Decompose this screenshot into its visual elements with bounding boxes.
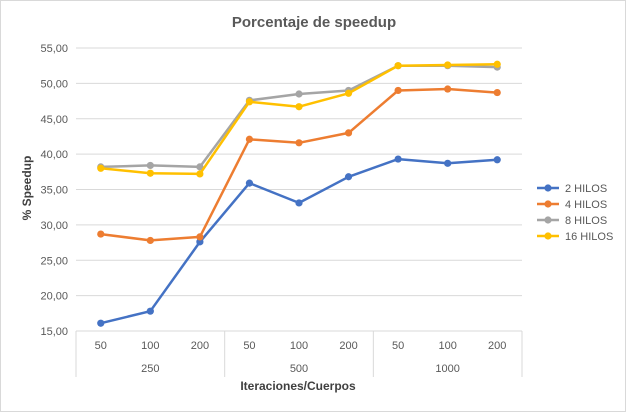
- data-point-16-hilos: [493, 60, 501, 68]
- data-point-4-hilos: [444, 85, 452, 93]
- x-group-label: 500: [290, 363, 308, 375]
- data-point-8-hilos: [196, 163, 204, 171]
- y-tick-label: 50,00: [40, 78, 68, 90]
- y-tick-label: 55,00: [40, 43, 68, 55]
- legend[interactable]: 2 HILOS 4 HILOS 8 HILOS 16 HILOS: [537, 183, 613, 243]
- x-tick-label: 100: [141, 340, 159, 352]
- data-point-2-hilos: [493, 156, 501, 164]
- data-point-4-hilos: [295, 139, 303, 147]
- data-point-2-hilos: [295, 199, 303, 207]
- legend-label: 16 HILOS: [565, 231, 613, 243]
- data-point-4-hilos: [245, 135, 254, 143]
- x-group-label: 250: [141, 363, 159, 375]
- data-point-16-hilos: [444, 61, 452, 69]
- data-point-4-hilos: [97, 230, 105, 238]
- legend-marker: [544, 184, 552, 192]
- chart-title: Porcentaje de speedup: [232, 14, 396, 31]
- data-point-2-hilos: [146, 307, 154, 315]
- y-axis-title: % Speedup: [20, 156, 34, 221]
- series-16-hilos: [97, 60, 501, 178]
- data-point-4-hilos: [196, 233, 204, 241]
- legend-item-4-hilos[interactable]: 4 HILOS: [537, 199, 607, 211]
- legend-label: 8 HILOS: [565, 215, 607, 227]
- series-4-hilos: [97, 85, 501, 245]
- y-axis: 15,00 20,00 25,00 30,00 35,00 40,00 45,00 50,00…: [40, 43, 68, 338]
- legend-item-16-hilos[interactable]: 16 HILOS: [537, 231, 613, 243]
- x-tick-label: 200: [488, 340, 506, 352]
- legend-marker: [544, 200, 552, 208]
- data-point-4-hilos: [146, 236, 154, 245]
- legend-marker: [544, 216, 552, 224]
- x-axis: 50 100 200 50 100 200 50 100 200 250 500 1000: [75, 330, 523, 377]
- legend-label: 2 HILOS: [565, 183, 607, 195]
- legend-item-8-hilos[interactable]: 8 HILOS: [537, 215, 607, 227]
- x-tick-label: 50: [392, 340, 404, 352]
- data-point-4-hilos: [493, 88, 501, 97]
- x-tick-label: 100: [290, 340, 308, 352]
- x-tick-label: 200: [191, 340, 209, 352]
- data-point-4-hilos: [394, 86, 402, 95]
- series-2-hilos: [97, 155, 501, 327]
- data-point-4-hilos: [344, 129, 353, 137]
- legend-marker: [544, 232, 552, 240]
- x-tick-label: 200: [339, 340, 357, 352]
- data-point-16-hilos: [394, 62, 402, 70]
- x-group-label: 1000: [435, 363, 459, 375]
- data-point-16-hilos: [146, 169, 154, 177]
- data-point-2-hilos: [245, 179, 254, 187]
- data-point-8-hilos: [146, 161, 154, 170]
- y-tick-label: 45,00: [40, 114, 68, 126]
- data-point-16-hilos: [245, 98, 254, 106]
- y-tick-label: 20,00: [40, 291, 68, 303]
- legend-label: 4 HILOS: [565, 199, 607, 211]
- series-line-2-hilos: [100, 157, 498, 325]
- data-point-8-hilos: [295, 90, 303, 98]
- data-point-2-hilos: [444, 159, 452, 167]
- gridlines: [76, 47, 522, 332]
- data-point-2-hilos: [196, 238, 204, 246]
- x-axis-title: Iteraciones/Cuerpos: [240, 379, 356, 393]
- data-point-16-hilos: [97, 164, 105, 172]
- data-point-2-hilos: [394, 155, 402, 163]
- series-line-8-hilos: [100, 64, 498, 169]
- y-tick-label: 25,00: [40, 255, 68, 267]
- legend-item-2-hilos[interactable]: 2 HILOS: [537, 183, 607, 195]
- data-point-2-hilos: [97, 319, 105, 327]
- data-point-16-hilos: [295, 103, 303, 111]
- x-tick-label: 50: [95, 340, 107, 352]
- x-tick-label: 50: [243, 340, 255, 352]
- data-point-16-hilos: [344, 89, 353, 97]
- y-tick-label: 40,00: [40, 149, 68, 161]
- y-tick-label: 30,00: [40, 220, 68, 232]
- data-point-2-hilos: [344, 173, 353, 181]
- y-tick-label: 35,00: [40, 185, 68, 197]
- series-lines: [97, 60, 501, 327]
- y-tick-label: 15,00: [40, 326, 68, 338]
- x-tick-label: 100: [438, 340, 456, 352]
- data-point-16-hilos: [196, 170, 204, 178]
